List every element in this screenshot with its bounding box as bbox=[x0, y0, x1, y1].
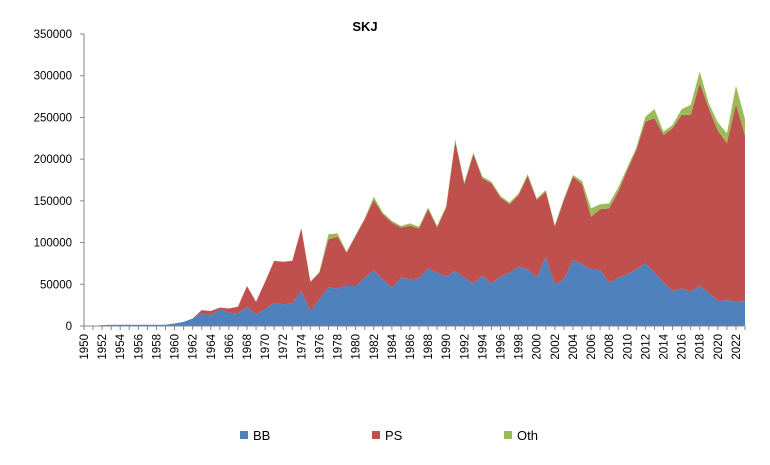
x-tick-label: 1958 bbox=[151, 334, 163, 360]
legend-swatch-ps bbox=[372, 431, 380, 439]
legend-label-ps: PS bbox=[385, 428, 403, 443]
x-tick-label: 1972 bbox=[278, 334, 290, 360]
x-tick-label: 1966 bbox=[224, 334, 236, 360]
x-tick-label: 2018 bbox=[695, 334, 707, 360]
series-area-bb bbox=[84, 256, 745, 326]
x-tick-label: 1970 bbox=[260, 334, 272, 360]
y-tick-label: 50000 bbox=[40, 279, 72, 291]
x-tick-label: 1982 bbox=[369, 334, 381, 360]
legend: BB PS Oth bbox=[240, 428, 538, 443]
x-tick-label: 1984 bbox=[387, 333, 399, 359]
x-tick-label: 2006 bbox=[586, 334, 598, 360]
x-tick-label: 1968 bbox=[242, 334, 254, 360]
legend-swatch-oth bbox=[504, 431, 512, 439]
x-tick-label: 2000 bbox=[532, 334, 544, 360]
legend-label-bb: BB bbox=[253, 428, 270, 443]
y-tick-label: 200000 bbox=[34, 154, 72, 166]
x-tick-label: 1956 bbox=[133, 334, 145, 360]
y-tick-label: 300000 bbox=[34, 71, 72, 83]
x-tick-label: 1990 bbox=[441, 334, 453, 360]
x-tick-label: 2010 bbox=[622, 334, 634, 360]
y-tick-label: 0 bbox=[66, 321, 72, 333]
axes-layer: 0 50000 100000 150000 200000 250000 300000 3500… bbox=[34, 29, 746, 360]
x-tick-label: 2004 bbox=[568, 333, 580, 359]
x-tick-label: 1954 bbox=[115, 333, 127, 359]
x-tick-label: 2008 bbox=[604, 334, 616, 360]
x-tick-label: 1980 bbox=[351, 334, 363, 360]
x-tick-label: 1978 bbox=[333, 334, 345, 360]
y-tick-label: 150000 bbox=[34, 196, 72, 208]
x-tick-label: 1964 bbox=[206, 333, 218, 359]
x-tick-label: 1996 bbox=[496, 334, 508, 360]
x-tick-label: 1952 bbox=[97, 334, 109, 360]
x-tick-label: 1960 bbox=[170, 334, 182, 360]
x-tick-label: 2014 bbox=[659, 333, 671, 359]
chart-title: SKJ bbox=[352, 19, 377, 34]
x-tick-label: 1950 bbox=[79, 334, 91, 360]
legend-label-oth: Oth bbox=[517, 428, 538, 443]
series-area-ps bbox=[84, 83, 745, 326]
x-tick-label: 1994 bbox=[477, 333, 489, 359]
x-tick-label: 1998 bbox=[514, 334, 526, 360]
x-tick-label: 1988 bbox=[423, 334, 435, 360]
series-area-oth bbox=[84, 71, 745, 326]
x-tick-label: 1986 bbox=[405, 334, 417, 360]
x-tick-label: 1976 bbox=[314, 334, 326, 360]
x-tick-label: 1992 bbox=[459, 334, 471, 360]
x-tick-label: 2002 bbox=[550, 334, 562, 360]
y-tick-label: 100000 bbox=[34, 238, 72, 250]
x-tick-label: 1974 bbox=[296, 333, 308, 359]
x-tick-label: 1962 bbox=[188, 334, 200, 360]
x-tick-label: 2016 bbox=[677, 334, 689, 360]
x-tick-label: 2012 bbox=[640, 334, 652, 360]
y-tick-label: 350000 bbox=[34, 29, 72, 41]
legend-swatch-bb bbox=[240, 431, 248, 439]
x-tick-label: 2022 bbox=[731, 334, 743, 360]
series-layer bbox=[84, 71, 745, 326]
y-tick-label: 250000 bbox=[34, 112, 72, 124]
x-tick-label: 2020 bbox=[713, 334, 725, 360]
